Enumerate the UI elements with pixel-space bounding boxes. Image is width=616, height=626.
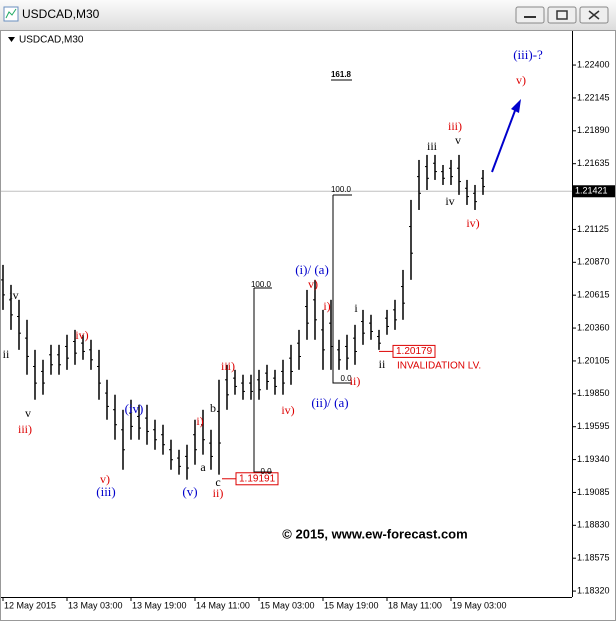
y-tick-label: 1.21125 (577, 224, 609, 234)
forecast-arrow (491, 107, 517, 173)
x-tick-label: 18 May 11:00 (388, 600, 442, 610)
x-tick-label: 14 May 11:00 (196, 600, 250, 610)
fib-label: 100.0 (331, 185, 352, 194)
x-tick-label: 12 May 2015 (4, 600, 56, 610)
minimize-button[interactable] (515, 6, 545, 24)
price-box-label: 1.20179 (396, 346, 433, 357)
y-tick-label: 1.21890 (577, 125, 610, 135)
y-tick-label: 1.20360 (577, 322, 610, 332)
wave-label: (i)/ (a) (295, 262, 329, 277)
y-tick-label: 1.19340 (577, 454, 610, 464)
wave-label: iv) (75, 328, 88, 342)
fib-label: 0.0 (260, 467, 272, 476)
wave-label: (iii)-? (513, 47, 543, 62)
wave-label: a (200, 460, 206, 474)
wave-label: iv (9, 288, 18, 302)
fib-label: 100.0 (251, 280, 272, 289)
y-tick-label: 1.20870 (577, 257, 610, 267)
y-tick-label: 1.21635 (577, 158, 610, 168)
wave-label: ii (3, 347, 10, 361)
y-tick-label: 1.19850 (577, 388, 610, 398)
wave-label: iii) (18, 422, 32, 436)
wave-label: iv) (466, 216, 479, 230)
title-bar (0, 0, 616, 30)
wave-label: (v) (182, 484, 197, 499)
current-price-box (572, 185, 615, 198)
y-tick-label: 1.22145 (577, 92, 610, 102)
current-price-label: 1.21421 (575, 186, 608, 196)
fib-label: 0.0 (340, 374, 352, 383)
price-box (392, 344, 436, 358)
fib-lines-2 (332, 194, 352, 384)
fib-label: 161.8 (331, 70, 352, 79)
close-icon (588, 10, 600, 20)
wave-label: iii) (448, 119, 462, 133)
wave-label: (iii) (96, 484, 116, 499)
window-buttons[interactable] (515, 6, 609, 24)
wave-label: iv) (281, 403, 294, 417)
wave-label: v) (516, 73, 526, 87)
wave-label: v) (100, 472, 110, 486)
y-tick-label: 1.19595 (577, 421, 610, 431)
y-tick-label: 1.22400 (577, 59, 610, 69)
wave-label: ii (379, 357, 386, 371)
y-tick-label: 1.18830 (577, 520, 610, 530)
wave-label: i (354, 301, 358, 315)
wave-label: ii) (350, 374, 361, 388)
wave-label: iii (427, 139, 438, 153)
fibonacci-tools (253, 79, 352, 473)
invalidation-label: INVALIDATION LV. (397, 361, 481, 372)
wave-label: v (455, 133, 461, 147)
wave-label: v) (308, 277, 318, 291)
fib-lines-1 (253, 287, 272, 473)
restore-icon (556, 10, 568, 20)
wave-label: i) (196, 414, 203, 428)
x-tick-label: 13 May 19:00 (132, 600, 187, 610)
wave-label: iv (445, 194, 454, 208)
wave-label: i) (323, 299, 330, 313)
wave-label: iii) (221, 359, 235, 373)
copyright: © 2015, www.ew-forecast.com (282, 526, 467, 541)
x-tick-label: 15 May 19:00 (324, 600, 379, 610)
price-box (235, 472, 279, 486)
x-tick-label: 13 May 03:00 (68, 600, 123, 610)
chart-panel (0, 30, 616, 621)
wave-label: v (25, 406, 31, 420)
y-tick-label: 1.18320 (577, 585, 610, 595)
y-tick-label: 1.20615 (577, 290, 610, 300)
y-tick-label: 1.18575 (577, 553, 610, 563)
wave-label: c (215, 475, 220, 489)
window-icon-line (5, 8, 17, 19)
symbol-label: USDCAD,M30 (19, 35, 84, 46)
wave-label: b (210, 401, 216, 415)
x-tick-label: 19 May 03:00 (452, 600, 507, 610)
wave-label: (ii)/ (a) (311, 395, 348, 410)
x-tick-label: 15 May 03:00 (260, 600, 315, 610)
wave-label: (iv) (125, 401, 144, 416)
price-box-label: 1.19191 (239, 473, 276, 484)
wave-label: ii) (213, 486, 224, 500)
symbol-dropdown[interactable] (8, 37, 15, 42)
forecast-arrow-head (511, 99, 521, 113)
window-title: USDCAD,M30 (22, 7, 100, 21)
y-tick-label: 1.19085 (577, 487, 610, 497)
restore-button[interactable] (547, 6, 577, 24)
y-tick-label: 1.20105 (577, 355, 610, 365)
